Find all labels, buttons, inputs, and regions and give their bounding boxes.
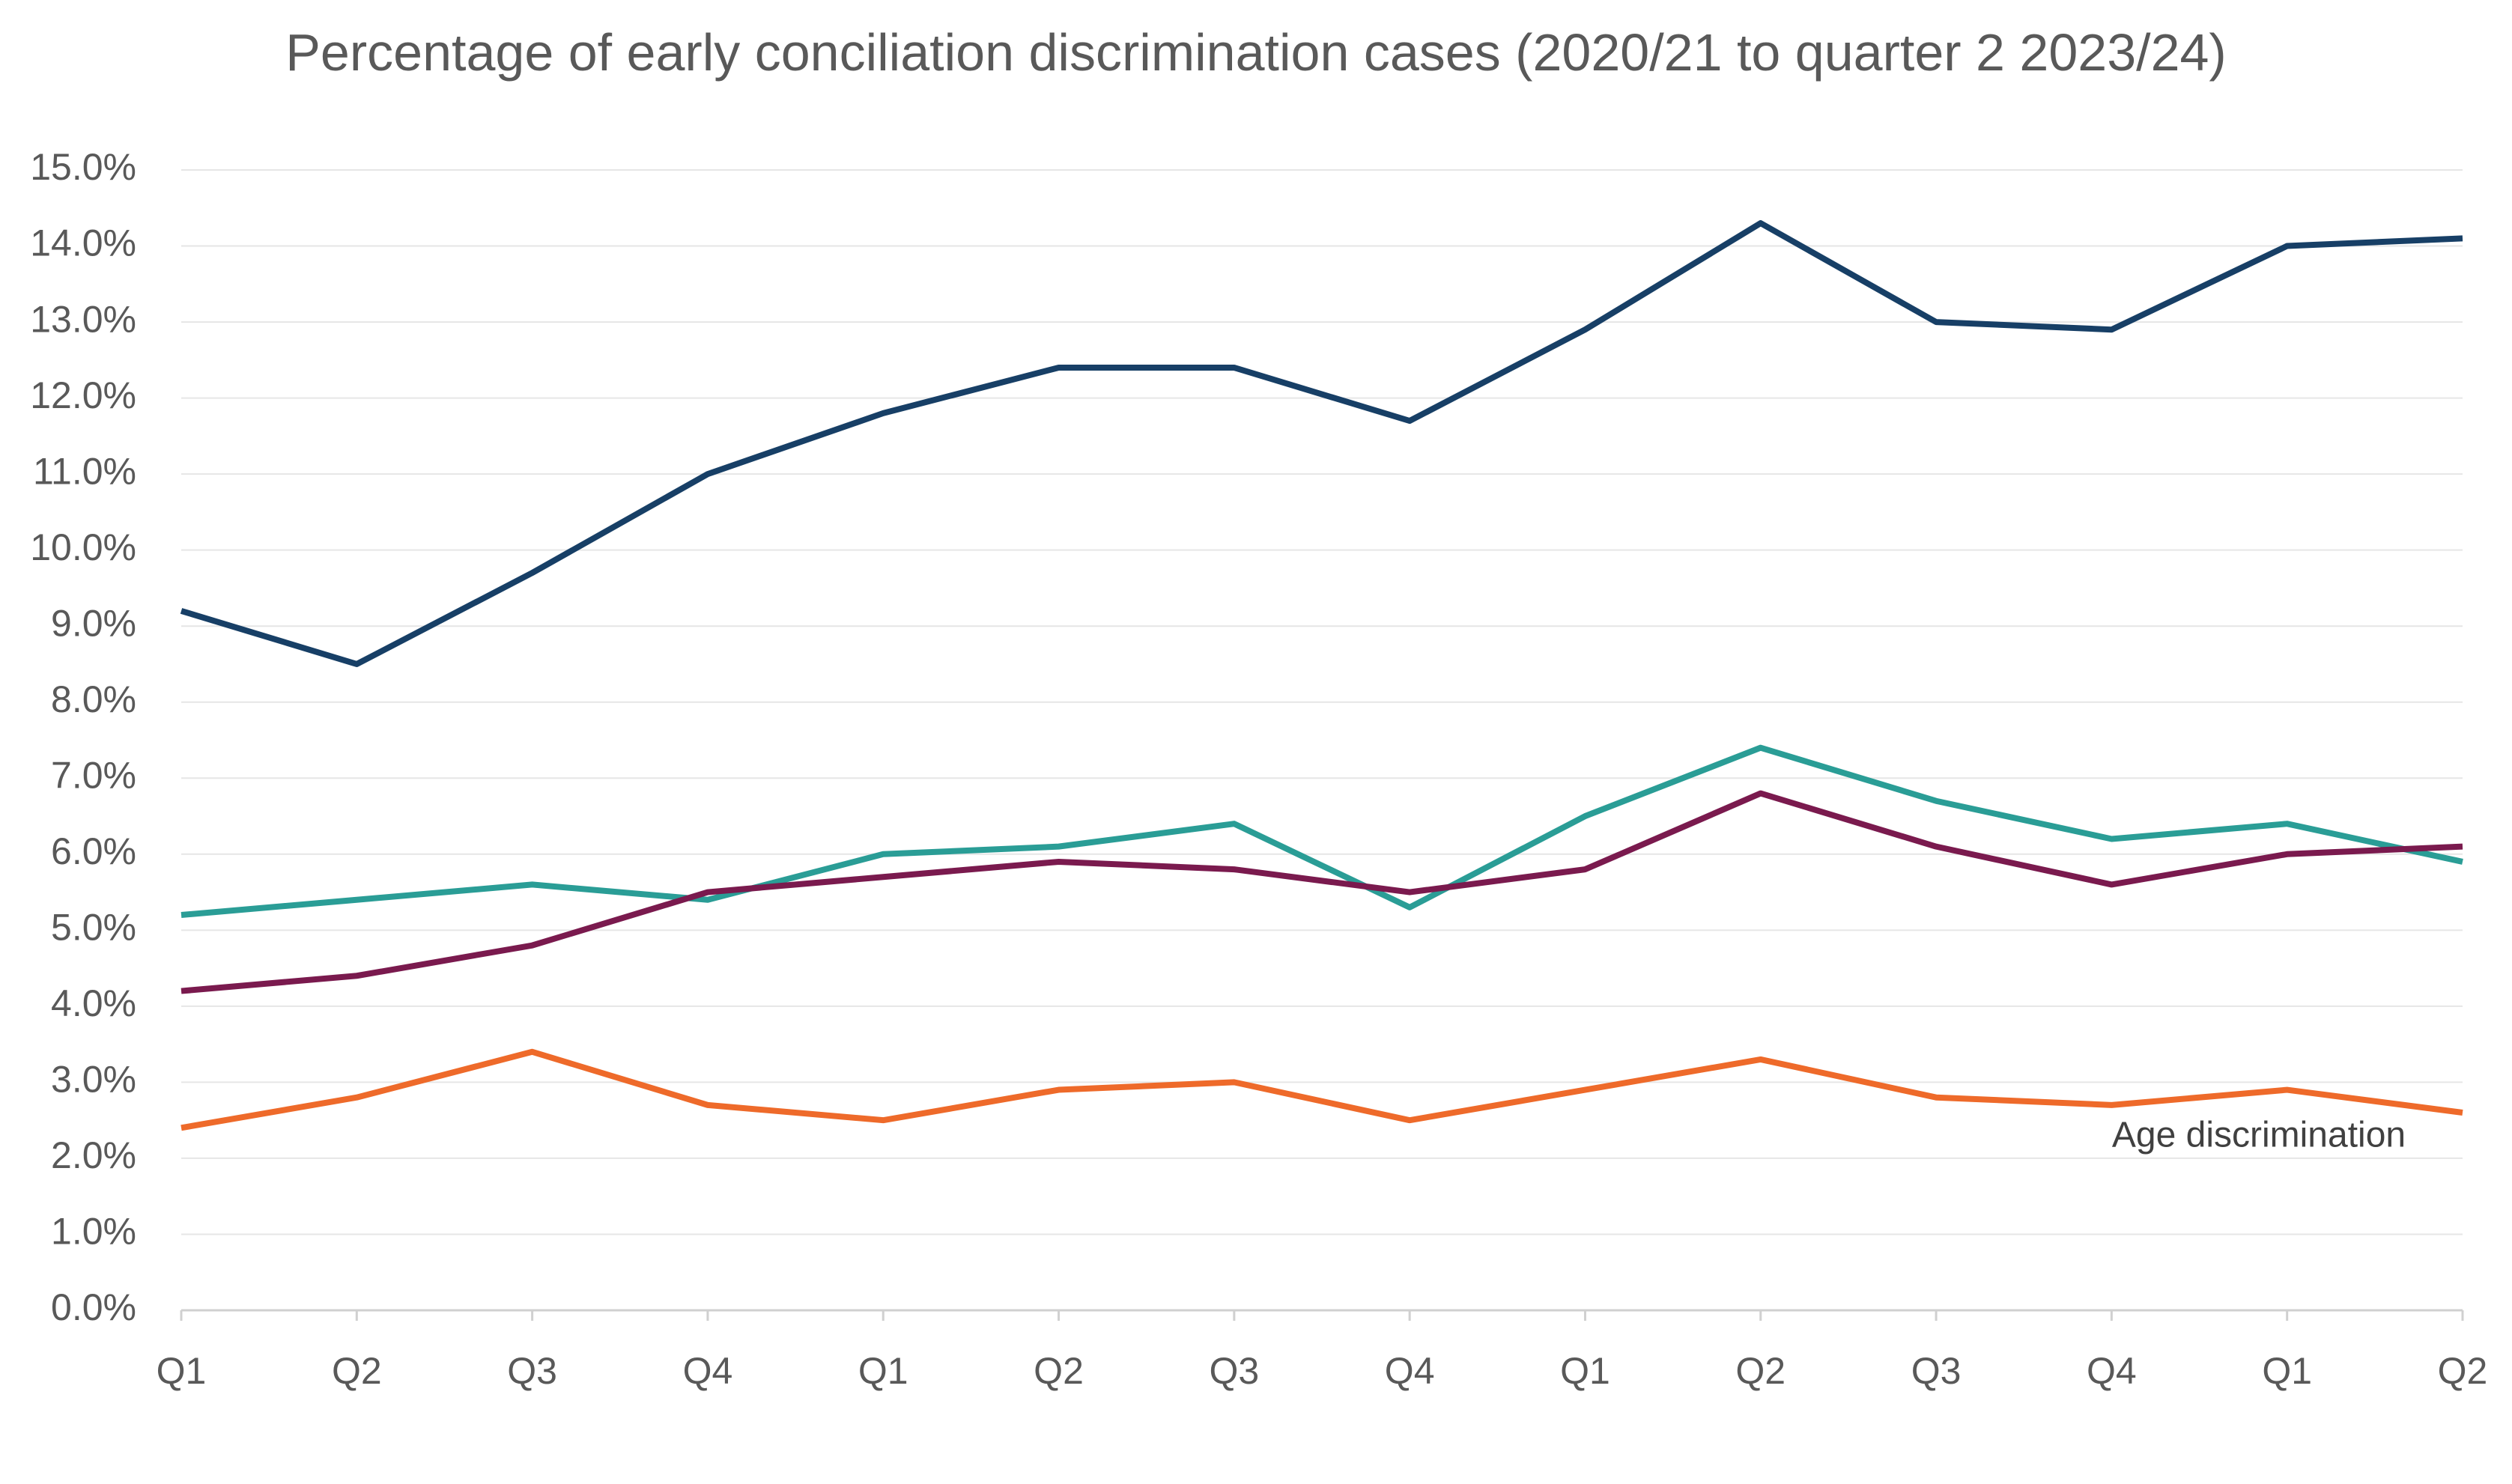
x-tick-label: Q3 (507, 1350, 557, 1392)
y-tick-label: 9.0% (51, 602, 136, 644)
y-tick-label: 14.0% (30, 222, 136, 264)
y-tick-label: 6.0% (51, 830, 136, 872)
y-tick-label: 15.0% (30, 146, 136, 188)
chart-title: Percentage of early conciliation discrim… (285, 23, 2227, 82)
y-tick-label: 3.0% (51, 1059, 136, 1101)
series-label: Age discrimination (2112, 1116, 2406, 1155)
y-tick-label: 1.0% (51, 1211, 136, 1253)
x-tick-label: Q2 (1034, 1350, 1084, 1392)
y-tick-label: 11.0% (33, 450, 136, 492)
series-line (180, 1048, 2463, 1131)
x-tick-label: Q3 (1209, 1350, 1259, 1392)
x-tick-label: Q1 (157, 1350, 207, 1392)
y-tick-label: 7.0% (51, 754, 136, 796)
y-tick-label: 8.0% (51, 678, 136, 720)
x-tick-label: Q1 (858, 1350, 908, 1392)
x-tick-label: Q2 (1735, 1350, 1786, 1392)
y-tick-label: 12.0% (30, 374, 136, 416)
y-tick-label: 0.0% (51, 1286, 136, 1328)
x-tick-label: Q4 (1385, 1350, 1435, 1392)
x-tick-label: Q4 (2087, 1350, 2137, 1392)
y-tick-label: 13.0% (30, 298, 136, 340)
series-line (180, 744, 2463, 919)
x-tick-label: Q3 (1911, 1350, 1962, 1392)
x-tick-label: Q1 (1560, 1350, 1610, 1392)
y-tick-label: 5.0% (51, 907, 136, 949)
x-tick-label: Q4 (683, 1350, 733, 1392)
x-tick-label: Q2 (2438, 1350, 2488, 1392)
y-tick-label: 2.0% (51, 1134, 136, 1176)
y-tick-label: 10.0% (30, 526, 136, 568)
x-tick-label: Q1 (2262, 1350, 2312, 1392)
series-line (180, 220, 2463, 667)
x-tick-label: Q2 (332, 1350, 382, 1392)
series-line (180, 790, 2463, 994)
y-tick-label: 4.0% (51, 982, 136, 1024)
